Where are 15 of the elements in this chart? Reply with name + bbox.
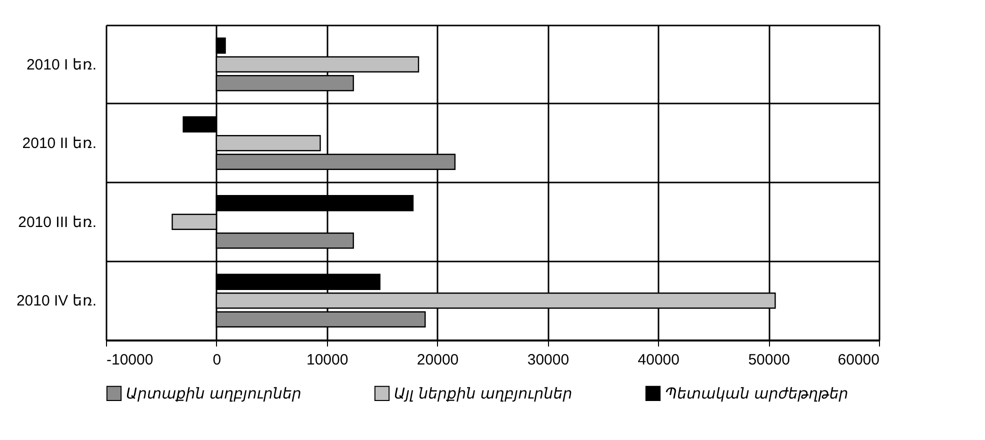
x-tick-label: 0 [212,352,222,368]
legend-label: Այլ ներքին աղբյուրներ [394,384,572,402]
y-tick-label: 2010 I եռ. [26,56,96,74]
x-tick-label: 20000 [416,352,459,368]
x-tick-label: 60000 [838,352,880,368]
x-tick-label: -10000 [106,352,154,368]
y-tick-label: 2010 III եռ. [18,214,96,231]
y-tick-label: 2010 IV եռ. [16,292,96,310]
legend-label: Պետական արժեթղթեր [665,384,848,402]
legend-label: Արտաքին աղբյուրներ [126,384,302,402]
x-tick-label: 50000 [748,352,790,368]
x-tick-label: 10000 [306,352,348,368]
x-tick-label: 30000 [527,352,570,368]
x-tick-label: 40000 [638,352,680,368]
y-tick-label: 2010 II եռ. [22,135,96,152]
